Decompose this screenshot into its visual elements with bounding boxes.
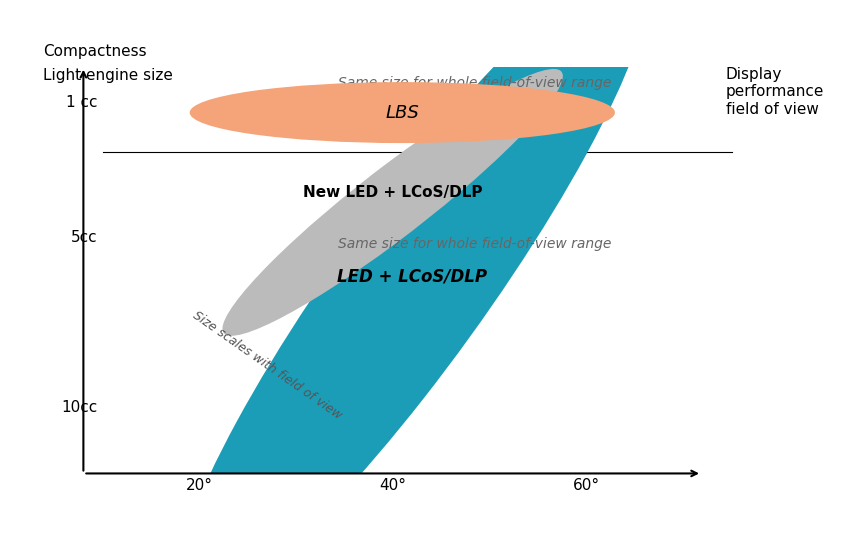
Ellipse shape	[175, 0, 648, 557]
Ellipse shape	[190, 82, 615, 143]
Text: Compactness: Compactness	[43, 43, 146, 58]
Text: Same size for whole field-of-view range: Same size for whole field-of-view range	[337, 237, 611, 251]
Ellipse shape	[223, 69, 563, 336]
Text: Light engine size: Light engine size	[43, 68, 173, 83]
Text: New LED + LCoS/DLP: New LED + LCoS/DLP	[303, 185, 483, 200]
Text: Same size for whole field-of-view range: Same size for whole field-of-view range	[337, 76, 611, 90]
Text: Display
performance
field of view: Display performance field of view	[726, 67, 824, 116]
Text: LBS: LBS	[385, 104, 419, 121]
Text: Size scales with field of view: Size scales with field of view	[190, 309, 344, 422]
Text: LED + LCoS/DLP: LED + LCoS/DLP	[337, 268, 487, 286]
